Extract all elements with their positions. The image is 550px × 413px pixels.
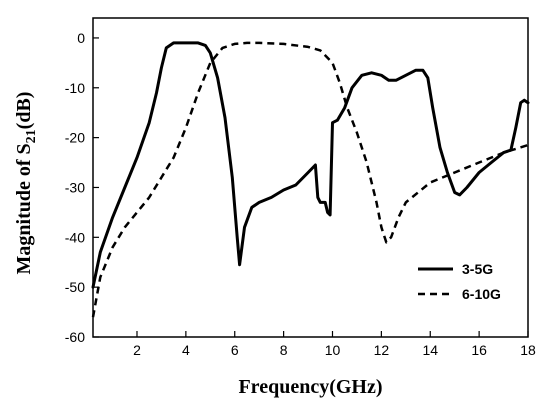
tick-labels-group: 2 4 6 8 10 12 14 16 18 0 -10 -20 -30 -40 -50 -60 [65, 30, 536, 358]
y-tick-label: -10 [65, 80, 85, 96]
x-axis-title: Frequency(GHz) [238, 376, 382, 398]
y-axis-title-subscript: 21 [24, 129, 39, 143]
y-tick-label: -50 [65, 279, 85, 295]
x-tick-label: 10 [325, 342, 341, 358]
y-tick-label: -60 [65, 329, 85, 345]
x-tick-label: 4 [182, 342, 190, 358]
legend-label-3-5g: 3-5G [462, 261, 493, 277]
y-axis-title-main: Magnitude of S [13, 143, 35, 274]
ticks-group [93, 37, 529, 338]
y-tick-label: -20 [65, 130, 85, 146]
legend: 3-5G 6-10G [418, 261, 501, 302]
y-axis-title: Magnitude of S21(dB) [13, 92, 39, 275]
x-tick-label: 18 [520, 342, 536, 358]
legend-label-6-10g: 6-10G [462, 286, 501, 302]
x-tick-label: 12 [374, 342, 390, 358]
series-line-3-5g [91, 41, 530, 289]
x-tick-label: 6 [231, 342, 239, 358]
x-tick-label: 16 [471, 342, 487, 358]
plot-frame [92, 17, 529, 338]
y-tick-label: -40 [65, 229, 85, 245]
y-tick-label: -30 [65, 179, 85, 195]
y-axis-title-unit: (dB) [13, 92, 35, 130]
x-tick-label: 2 [133, 342, 141, 358]
series-line-6-10g [91, 41, 529, 318]
x-tick-label: 14 [422, 342, 438, 358]
y-tick-label: 0 [77, 30, 85, 46]
series-group [91, 41, 530, 318]
x-tick-label: 8 [280, 342, 288, 358]
